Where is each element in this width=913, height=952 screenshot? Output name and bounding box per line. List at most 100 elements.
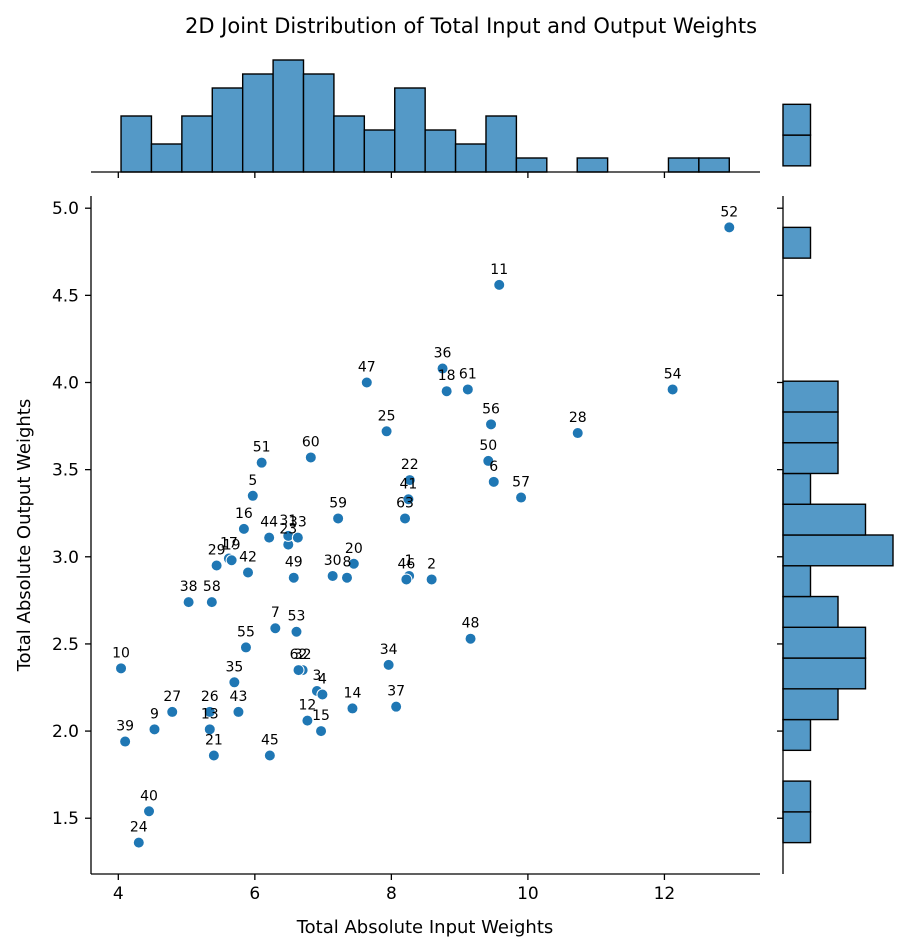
point-label: 22	[401, 457, 419, 473]
scatter-point	[390, 700, 403, 713]
point-label: 4	[318, 671, 327, 687]
scatter-point	[316, 688, 329, 701]
point-label: 2	[427, 556, 436, 572]
scatter-point	[400, 573, 413, 586]
point-label: 1	[405, 553, 414, 569]
point-label: 55	[237, 624, 255, 640]
scatter-point	[166, 705, 179, 718]
point-label: 21	[205, 732, 223, 748]
point-label: 28	[569, 410, 587, 426]
point-label: 53	[288, 609, 306, 625]
y-histogram-bar	[782, 657, 867, 690]
x-histogram-bar	[150, 143, 183, 173]
point-label: 10	[112, 645, 130, 661]
point-label: 54	[664, 366, 682, 382]
scatter-point	[203, 705, 216, 718]
y-axis-ticks: 1.5 2.0 2.5 3.0 3.5 4.0 4.5 5.0	[52, 199, 91, 829]
point-label: 61	[459, 366, 477, 382]
scatter-point	[290, 625, 303, 638]
x-histogram-bar	[302, 73, 335, 173]
x-axis-label: Total Absolute Input Weights	[296, 917, 554, 938]
y-histogram-bar	[782, 534, 894, 567]
scatter-point	[332, 512, 345, 525]
point-label: 50	[479, 438, 497, 454]
y-tick-label: 1.5	[52, 809, 79, 829]
point-label: 49	[285, 555, 303, 571]
y-histogram-bar	[782, 626, 867, 659]
scatter-point	[425, 573, 438, 586]
right-marginal-histogram	[777, 103, 894, 844]
scatter-point	[242, 566, 255, 579]
y-tick-label: 4.5	[52, 286, 79, 306]
point-label: 33	[289, 515, 307, 531]
top-marginal-histogram	[117, 59, 730, 178]
scatter-point	[232, 705, 245, 718]
scatter-point	[203, 723, 216, 736]
scatter-point	[301, 714, 314, 727]
scatter-point	[464, 632, 477, 645]
scatter-point	[237, 522, 250, 535]
point-label: 43	[230, 689, 248, 705]
scatter-point	[239, 641, 252, 654]
point-label: 8	[343, 555, 352, 571]
x-histogram-bar	[485, 115, 518, 173]
point-label: 19	[223, 537, 241, 553]
point-label: 24	[130, 820, 148, 836]
y-tick-label: 5.0	[52, 199, 79, 219]
point-label: 14	[344, 685, 362, 701]
scatter-point	[246, 489, 259, 502]
point-label: 42	[239, 549, 257, 565]
point-label: 18	[438, 368, 456, 384]
y-histogram-bar	[782, 688, 839, 721]
x-histogram-bar	[211, 87, 244, 173]
point-label: 7	[271, 605, 280, 621]
scatter-point	[340, 571, 353, 584]
scatter-point	[255, 456, 268, 469]
y-axis-label: Total Absolute Output Weights	[14, 399, 35, 673]
scatter-point	[228, 676, 241, 689]
y-tick-label: 4.0	[52, 373, 79, 393]
point-label: 34	[380, 642, 398, 658]
point-label: 51	[253, 440, 271, 456]
x-histogram-bar	[363, 129, 396, 173]
x-histogram-bar	[120, 115, 153, 173]
x-tick-label: 12	[654, 884, 676, 904]
scatter-point	[380, 425, 393, 438]
scatter-point	[346, 702, 359, 715]
point-label: 45	[261, 732, 279, 748]
scatter-point	[440, 385, 453, 398]
point-label: 5	[248, 473, 257, 489]
scatter-point	[207, 749, 220, 762]
scatter-point	[485, 418, 498, 431]
point-label: 30	[324, 553, 342, 569]
y-tick-label: 3.5	[52, 461, 79, 481]
x-histogram-bar	[333, 115, 366, 173]
point-label: 40	[140, 788, 158, 804]
scatter-point	[399, 512, 412, 525]
point-label: 52	[720, 204, 738, 220]
scatter-point	[482, 454, 495, 467]
scatter-point	[382, 658, 395, 671]
x-tick-label: 6	[249, 884, 260, 904]
scatter-point	[119, 735, 132, 748]
x-histogram-bar	[667, 157, 700, 173]
point-label: 47	[358, 359, 376, 375]
point-label: 36	[434, 346, 452, 362]
scatter-point	[487, 475, 500, 488]
y-histogram-bar	[782, 442, 839, 475]
x-tick-label: 4	[113, 884, 124, 904]
point-label: 29	[208, 543, 226, 559]
point-label: 60	[302, 434, 320, 450]
scatter-point	[287, 571, 300, 584]
scatter-point	[132, 836, 145, 849]
x-histogram-bar	[241, 73, 274, 173]
scatter-point	[723, 221, 736, 234]
y-histogram-bar	[782, 595, 839, 628]
chart-title: 2D Joint Distribution of Total Input and…	[185, 14, 757, 38]
scatter-point	[315, 725, 328, 738]
point-label: 32	[294, 647, 312, 663]
scatter-point	[515, 491, 528, 504]
point-label: 58	[203, 579, 221, 595]
scatter-point	[402, 493, 415, 506]
